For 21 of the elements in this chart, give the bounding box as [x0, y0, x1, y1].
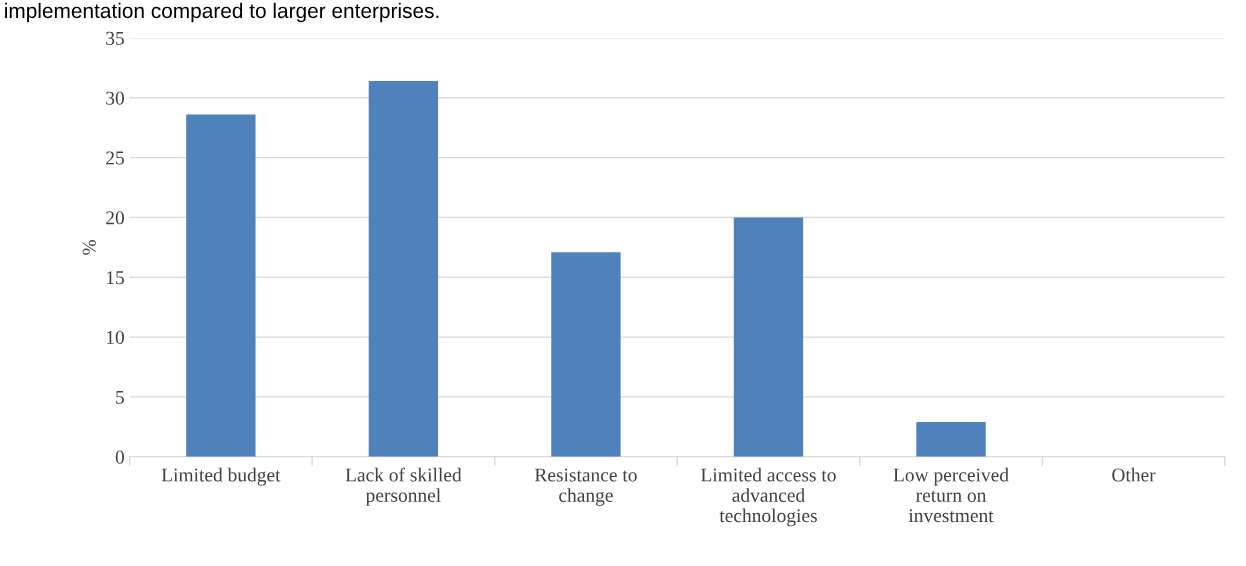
x-tick-label: Other [1112, 467, 1156, 482]
y-tick-label: 35 [106, 31, 124, 45]
bar [186, 114, 256, 457]
y-tick-label: 10 [106, 330, 124, 345]
y-tick-label: 5 [116, 390, 124, 404]
y-tick-label: 0 [115, 450, 124, 464]
x-tick-label: Limited budget [161, 467, 281, 486]
chart-title: implementation compared to larger enterprises. [5, 2, 439, 23]
bar [916, 422, 986, 457]
y-axis-title: % [82, 239, 96, 255]
x-tick-label: Low perceived return on investment [893, 467, 1009, 523]
x-tick-label: Limited access to advanced technologies [701, 467, 836, 527]
y-tick-label: 25 [106, 151, 124, 165]
y-tick-label: 15 [106, 271, 124, 285]
x-tick-label: Lack of skilled personnel [345, 467, 462, 506]
y-tick-label: 20 [106, 211, 124, 225]
bar [368, 81, 439, 457]
y-tick-label: 30 [106, 91, 124, 105]
bar [733, 217, 804, 457]
x-tick-label: Resistance to change [534, 468, 637, 506]
bar [551, 252, 621, 457]
